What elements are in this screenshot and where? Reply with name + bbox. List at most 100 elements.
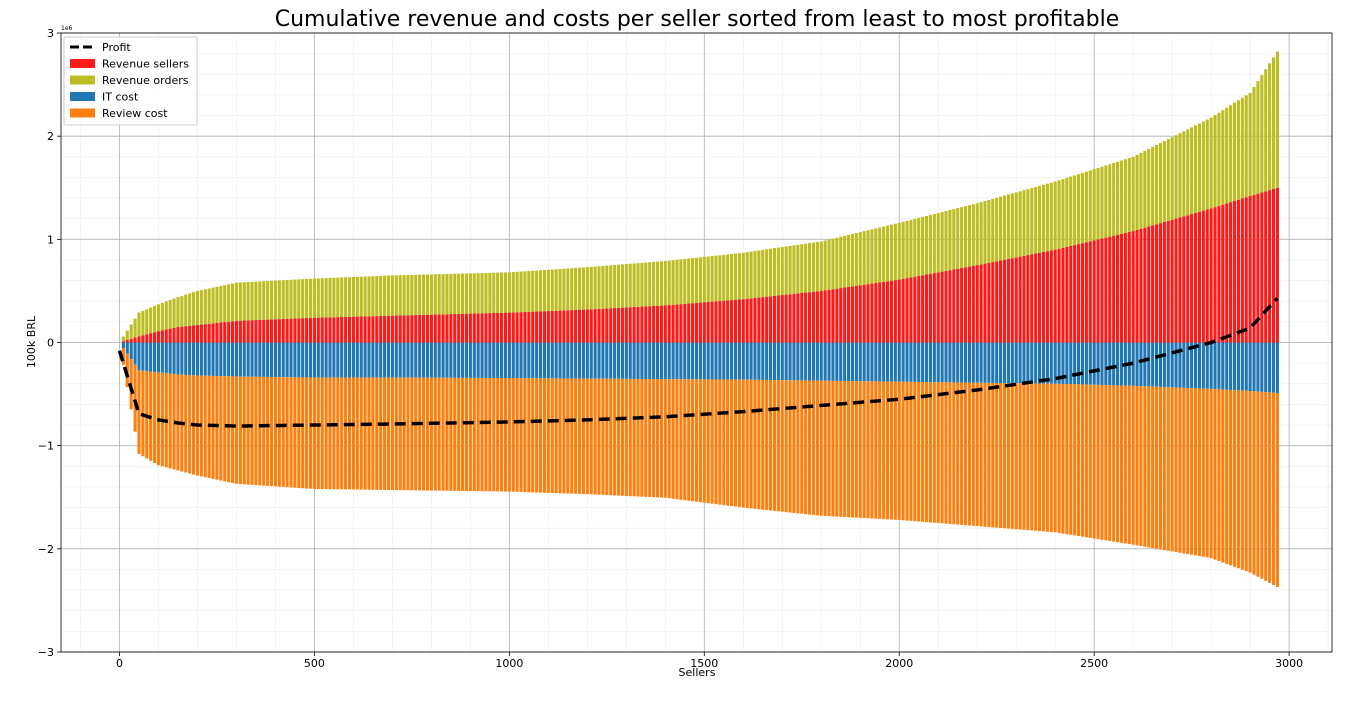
- bar-it-cost: [1100, 342, 1104, 386]
- y-tick-label: 2: [47, 130, 54, 143]
- bar-review-cost: [889, 381, 893, 520]
- bar-review-cost: [1100, 385, 1104, 540]
- bar-revenue-orders: [733, 253, 738, 300]
- bar-it-cost: [153, 342, 157, 373]
- bar-it-cost: [971, 342, 975, 383]
- bar-revenue-orders: [418, 274, 422, 315]
- bar-revenue-sellers: [266, 319, 270, 343]
- bar-it-cost: [164, 342, 168, 374]
- bar-it-cost: [269, 342, 274, 378]
- bar-revenue-orders: [273, 280, 277, 320]
- bar-review-cost: [383, 377, 387, 490]
- bar-review-cost: [242, 376, 246, 485]
- bar-revenue-orders: [1236, 100, 1240, 200]
- bar-revenue-orders: [1045, 183, 1049, 252]
- bar-revenue-orders: [496, 272, 500, 313]
- bar-revenue-sellers: [718, 301, 722, 343]
- bar-revenue-orders: [1217, 112, 1221, 206]
- bar-review-cost: [722, 379, 726, 506]
- bar-revenue-sellers: [698, 302, 702, 343]
- bar-revenue-sellers: [987, 262, 991, 343]
- bar-revenue-sellers: [772, 295, 777, 343]
- bar-revenue-sellers: [535, 311, 539, 343]
- bar-review-cost: [843, 380, 847, 518]
- bar-it-cost: [776, 342, 780, 381]
- bar-it-cost: [944, 342, 948, 383]
- bar-revenue-orders: [878, 227, 882, 283]
- bar-revenue-sellers: [433, 314, 437, 343]
- bar-revenue-orders: [406, 275, 410, 316]
- bar-it-cost: [227, 342, 231, 377]
- bar-revenue-orders: [901, 221, 905, 279]
- bar-review-cost: [659, 379, 663, 498]
- bar-revenue-sellers: [1123, 232, 1127, 343]
- bar-revenue-sellers: [597, 308, 601, 343]
- bar-it-cost: [1275, 342, 1279, 394]
- legend: Profit Revenue sellers Revenue orders IT co…: [63, 36, 198, 126]
- bar-revenue-orders: [293, 279, 297, 319]
- bar-revenue-orders: [1018, 191, 1022, 257]
- bar-it-cost: [437, 342, 441, 378]
- legend-label: Profit: [102, 41, 131, 54]
- bar-revenue-sellers: [1038, 252, 1042, 343]
- bar-it-cost: [581, 342, 585, 379]
- bar-review-cost: [1119, 385, 1124, 543]
- bar-it-cost: [769, 342, 773, 381]
- bar-it-cost: [897, 342, 901, 382]
- bar-it-cost: [149, 342, 153, 372]
- bar-review-cost: [1022, 383, 1026, 530]
- bar-review-cost: [402, 377, 406, 491]
- y-tick-label: −3: [38, 646, 54, 659]
- bar-revenue-sellers: [215, 322, 219, 343]
- bar-revenue-orders: [546, 269, 550, 312]
- x-tick-label: 500: [304, 657, 325, 670]
- bar-it-cost: [710, 342, 714, 380]
- bar-it-cost: [1065, 342, 1069, 385]
- bar-review-cost: [1116, 385, 1120, 543]
- bar-revenue-orders: [562, 268, 566, 311]
- bar-it-cost: [531, 342, 535, 379]
- bar-review-cost: [601, 378, 605, 495]
- bar-it-cost: [1045, 342, 1049, 384]
- bar-review-cost: [211, 375, 215, 479]
- bar-revenue-sellers: [476, 313, 480, 343]
- bar-revenue-sellers: [1193, 212, 1198, 343]
- bar-it-cost: [850, 342, 855, 382]
- bar-it-cost: [570, 342, 574, 379]
- bar-it-cost: [125, 342, 129, 354]
- bar-review-cost: [1205, 388, 1209, 558]
- bar-revenue-orders: [316, 278, 320, 318]
- bar-review-cost: [230, 376, 235, 484]
- bar-revenue-sellers: [924, 274, 929, 343]
- bar-revenue-orders: [581, 267, 585, 310]
- bar-revenue-orders: [538, 270, 543, 312]
- bar-review-cost: [1182, 387, 1186, 554]
- bar-review-cost: [1221, 389, 1225, 563]
- bar-review-cost: [188, 375, 192, 474]
- bar-revenue-orders: [164, 301, 168, 330]
- bar-review-cost: [406, 377, 410, 491]
- bar-revenue-orders: [160, 302, 164, 331]
- bar-review-cost: [1073, 384, 1077, 536]
- bar-revenue-orders: [141, 310, 145, 336]
- bar-it-cost: [496, 342, 500, 379]
- bar-revenue-orders: [936, 213, 940, 273]
- bar-revenue-orders: [1053, 181, 1057, 250]
- bar-it-cost: [211, 342, 215, 376]
- bar-review-cost: [340, 377, 344, 490]
- bar-review-cost: [780, 380, 784, 512]
- bar-it-cost: [995, 342, 999, 383]
- bar-revenue-orders: [683, 258, 687, 304]
- bar-revenue-orders: [211, 287, 215, 324]
- bar-review-cost: [776, 380, 780, 512]
- bar-it-cost: [714, 342, 718, 380]
- bar-it-cost: [811, 342, 816, 381]
- bar-revenue-sellers: [577, 309, 582, 343]
- bar-revenue-orders: [203, 289, 207, 325]
- bar-it-cost: [1260, 342, 1264, 392]
- bar-revenue-orders: [1186, 129, 1190, 216]
- bar-revenue-orders: [223, 285, 227, 323]
- bar-review-cost: [1229, 389, 1233, 566]
- bar-it-cost: [1139, 342, 1143, 387]
- bar-revenue-sellers: [164, 329, 168, 343]
